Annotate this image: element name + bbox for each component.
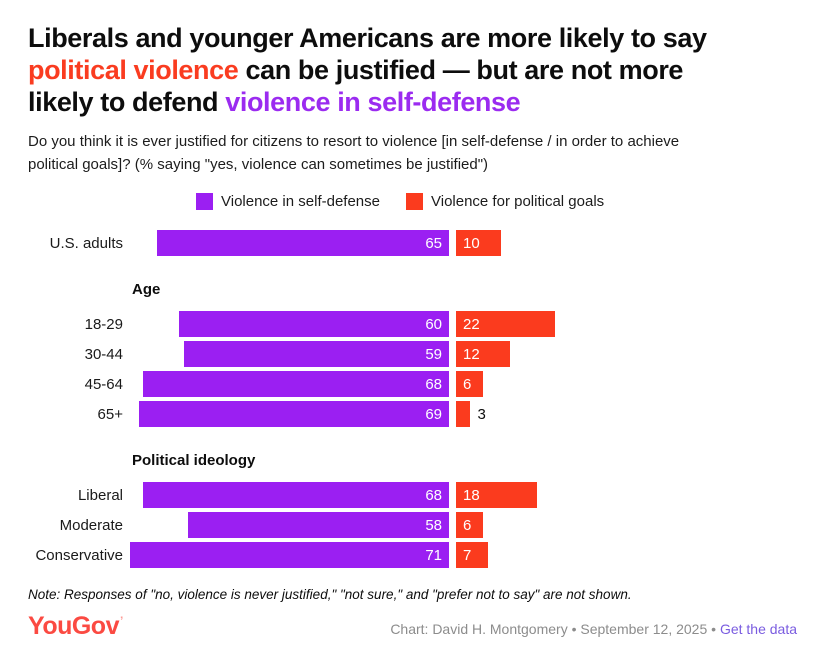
self-defense-value: 58 (425, 516, 442, 534)
self-defense-value: 71 (425, 546, 442, 564)
group-heading: Political ideology (132, 452, 256, 469)
legend-item: Violence for political goals (406, 192, 605, 210)
page-title: Liberals and younger Americans are more … (28, 22, 797, 118)
political-value: 12 (463, 345, 480, 363)
title-segment-purple: violence in self-defense (225, 87, 521, 117)
self-defense-value: 68 (425, 375, 442, 393)
political-bar-wrap: 10 (456, 230, 501, 256)
legend-label: Violence in self-defense (221, 192, 380, 210)
self-defense-bar-track: 68 (123, 482, 449, 508)
get-the-data-link[interactable]: Get the data (719, 621, 797, 637)
credit-text: Chart: David H. Montgomery • September 1… (390, 621, 720, 637)
self-defense-bar-track: 69 (123, 401, 449, 427)
self-defense-value: 59 (425, 345, 442, 363)
chart-row: Moderate 58 6 (28, 512, 797, 538)
title-segment-black: likely to defend (28, 87, 226, 117)
chart-card: Liberals and younger Americans are more … (28, 22, 797, 639)
political-bar-wrap: 12 (456, 341, 510, 367)
political-bar-wrap: 6 (456, 512, 483, 538)
self-defense-value: 68 (425, 486, 442, 504)
political-value: 6 (463, 516, 472, 534)
political-bar (456, 401, 470, 427)
yougov-logo-mark: ’ (119, 614, 123, 628)
row-label: U.S. adults (49, 234, 123, 252)
political-value: 22 (463, 315, 480, 333)
row-label: 18-29 (84, 315, 123, 333)
chart-row: Conservative 71 7 (28, 542, 797, 568)
title-line: political violence can be justified — bu… (28, 54, 797, 86)
row-label: 30-44 (84, 345, 123, 363)
political-value: 6 (463, 375, 472, 393)
political-bar: 18 (456, 482, 537, 508)
title-line: Liberals and younger Americans are more … (28, 22, 797, 54)
subtitle-line: political goals]? (% saying "yes, violen… (28, 156, 489, 173)
political-bar-wrap: 7 (456, 542, 488, 568)
self-defense-bar-track: 60 (123, 311, 449, 337)
subtitle-line: Do you think it is ever justified for ci… (28, 133, 680, 150)
yougov-logo-text: YouGov (28, 612, 119, 640)
political-value: 3 (477, 405, 486, 423)
self-defense-bar-track: 59 (123, 341, 449, 367)
self-defense-bar-track: 71 (123, 542, 449, 568)
self-defense-bar: 59 (183, 341, 449, 367)
political-bar-wrap: 18 (456, 482, 537, 508)
political-bar-wrap: 22 (456, 311, 555, 337)
political-value: 10 (463, 234, 480, 252)
title-segment-red: political violence (28, 55, 239, 85)
self-defense-bar: 68 (143, 482, 449, 508)
legend-swatch (406, 192, 423, 210)
self-defense-bar: 71 (129, 542, 449, 568)
group-heading: Age (132, 281, 161, 298)
chart-row: 30-44 59 12 (28, 341, 797, 367)
self-defense-value: 69 (425, 405, 442, 423)
title-line: likely to defend violence in self-defens… (28, 86, 797, 118)
political-bar: 22 (456, 311, 555, 337)
self-defense-bar-track: 58 (123, 512, 449, 538)
chart-footer: YouGov’ Chart: David H. Montgomery • Sep… (28, 609, 797, 639)
bar-chart: U.S. adults 65 10 Age 18-29 60 22 30-44 59 12 45-6… (28, 230, 797, 568)
row-label: 45-64 (84, 375, 123, 393)
chart-row: 18-29 60 22 (28, 311, 797, 337)
self-defense-bar: 65 (156, 230, 449, 256)
row-label: Liberal (77, 486, 123, 504)
row-label: Moderate (59, 516, 123, 534)
self-defense-bar: 68 (143, 371, 449, 397)
self-defense-value: 60 (425, 315, 442, 333)
self-defense-bar: 69 (138, 401, 449, 427)
chart-credit: Chart: David H. Montgomery • September 1… (390, 619, 797, 639)
self-defense-value: 65 (425, 234, 442, 252)
legend-swatch (196, 192, 213, 210)
chart-row: 45-64 68 6 (28, 371, 797, 397)
chart-row: Liberal 68 18 (28, 482, 797, 508)
political-bar: 6 (456, 371, 483, 397)
chart-row: U.S. adults 65 10 (28, 230, 797, 256)
title-segment-black: can be justified — but are not more (238, 55, 684, 85)
row-label: Conservative (35, 546, 123, 564)
chart-row: 65+ 69 3 (28, 401, 797, 427)
political-bar: 6 (456, 512, 483, 538)
self-defense-bar-track: 65 (123, 230, 449, 256)
self-defense-bar-track: 68 (123, 371, 449, 397)
political-bar: 10 (456, 230, 501, 256)
self-defense-bar: 60 (179, 311, 449, 337)
legend-label: Violence for political goals (431, 192, 605, 210)
political-value: 7 (463, 546, 472, 564)
chart-subtitle: Do you think it is ever justified for ci… (28, 130, 797, 176)
political-bar-wrap: 6 (456, 371, 483, 397)
row-label: 65+ (97, 405, 123, 423)
political-bar-wrap: 3 (456, 401, 486, 427)
self-defense-bar: 58 (188, 512, 449, 538)
legend-item: Violence in self-defense (196, 192, 380, 210)
chart-legend: Violence in self-defense Violence for pol… (196, 192, 797, 210)
political-value: 18 (463, 486, 480, 504)
political-bar: 12 (456, 341, 510, 367)
yougov-logo: YouGov’ (28, 608, 123, 639)
title-segment-black: Liberals and younger Americans are more … (28, 23, 707, 53)
chart-note: Note: Responses of "no, violence is neve… (28, 587, 632, 602)
political-bar: 7 (456, 542, 488, 568)
